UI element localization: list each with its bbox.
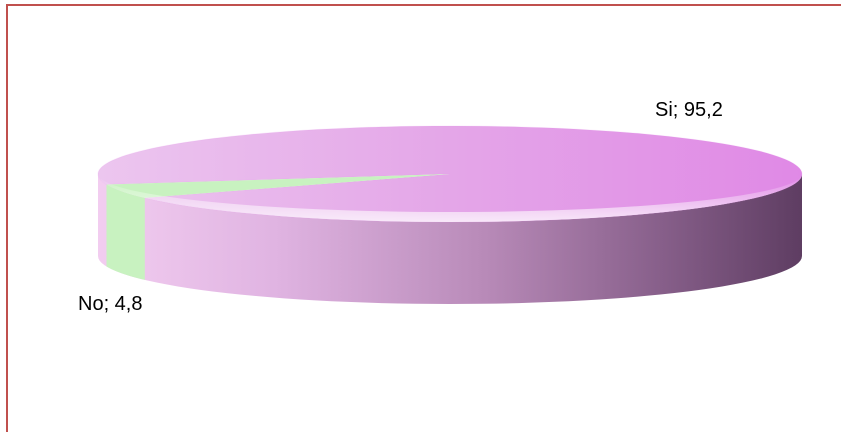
pie-side-wall [98,174,802,304]
frame-left-border [6,4,8,432]
slice-label-no: No; 4,8 [78,293,142,315]
pie-rim-highlight [98,174,802,222]
pie-slice-no-side [106,184,145,280]
frame-top-border [6,4,841,6]
slice-label-si: Si; 95,2 [655,99,723,121]
pie-slice-no [106,174,451,198]
